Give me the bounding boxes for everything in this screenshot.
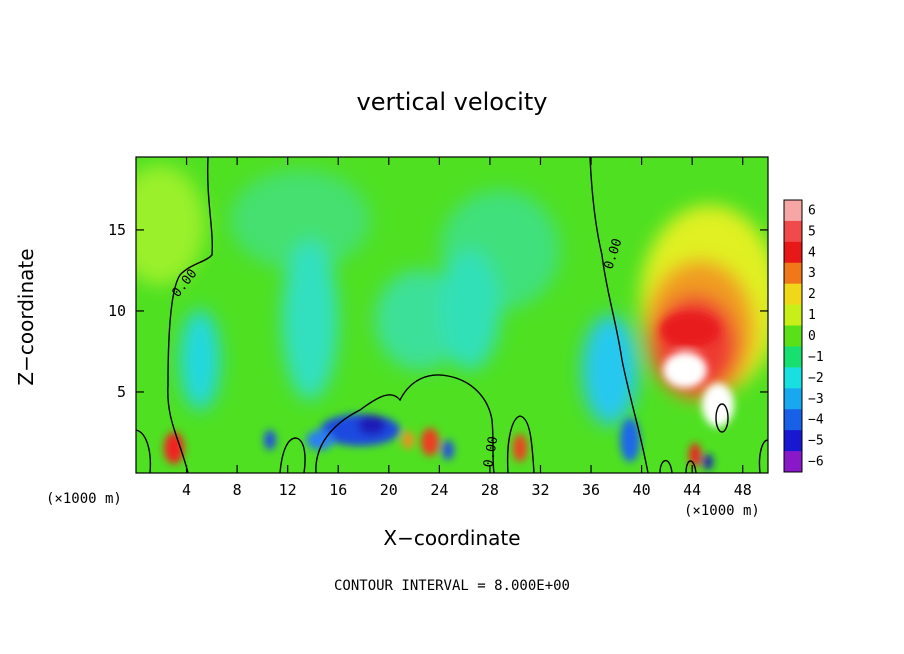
- colorbar-swatch: [784, 262, 802, 285]
- colorbar-label: −1: [808, 350, 824, 365]
- x-tick-label: 28: [481, 481, 499, 499]
- x-tick-label: 48: [734, 481, 752, 499]
- x-axis-ticks: 4 8 12 16 20 24 28 32 36 40 44 48: [182, 157, 752, 499]
- colorbar-swatch: [784, 388, 802, 410]
- x-axis-label: X−coordinate: [383, 526, 521, 550]
- chart-title: vertical velocity: [356, 88, 548, 116]
- colorbar-label: 4: [808, 245, 816, 260]
- colorbar-label: 3: [808, 266, 816, 281]
- x-tick-label: 20: [380, 481, 398, 499]
- colorbar-swatch: [784, 451, 802, 473]
- zero-contours: [136, 157, 768, 473]
- x-tick-label: 4: [182, 481, 191, 499]
- y-tick-label: 15: [108, 221, 126, 239]
- colorbar-label: 2: [808, 287, 816, 302]
- y-axis-label: Z−coordinate: [14, 248, 38, 386]
- colorbar-swatch: [784, 241, 802, 264]
- contour-interval-footer: CONTOUR INTERVAL = 8.000E+00: [333, 578, 570, 594]
- y-tick-label: 10: [108, 302, 126, 320]
- x-unit-right: (×1000 m): [684, 503, 760, 519]
- plot-frame: [135, 156, 769, 474]
- x-unit-left: (×1000 m): [46, 491, 122, 507]
- heatmap-field: [136, 157, 768, 473]
- x-tick-label: 36: [582, 481, 600, 499]
- y-tick-label: 5: [117, 383, 126, 401]
- x-tick-label: 40: [633, 481, 651, 499]
- colorbar-label: 0: [808, 329, 816, 344]
- colorbar-label: −5: [808, 434, 824, 449]
- colorbar-swatch: [784, 200, 802, 222]
- x-tick-label: 12: [279, 481, 297, 499]
- colorbar-swatch: [784, 430, 802, 452]
- colorbar-label: −2: [808, 371, 824, 386]
- colorbar-swatch: [784, 367, 802, 389]
- x-tick-label: 16: [329, 481, 347, 499]
- colorbar-label: 5: [808, 224, 816, 239]
- contour-label: 0.00: [481, 435, 501, 468]
- x-tick-label: 8: [233, 481, 242, 499]
- colorbar-label: −6: [808, 455, 824, 470]
- colorbar-swatch: [784, 346, 802, 368]
- colorbar-label: −3: [808, 392, 824, 407]
- colorbar-label: 1: [808, 308, 816, 323]
- colorbar-label: 6: [808, 203, 816, 218]
- x-tick-label: 32: [531, 481, 549, 499]
- colorbar: 6 5 4 3 2 1 0 −1 −2 −3 −4 −5 −6: [783, 199, 824, 473]
- colorbar-swatch: [784, 325, 802, 347]
- x-tick-label: 24: [430, 481, 448, 499]
- colorbar-frame: [783, 199, 803, 473]
- colorbar-label: −4: [808, 413, 824, 428]
- y-axis-ticks: 5 10 15: [108, 221, 768, 401]
- colorbar-swatch: [784, 283, 802, 306]
- x-tick-label: 44: [683, 481, 701, 499]
- colorbar-swatch: [784, 409, 802, 431]
- colorbar-swatch: [784, 220, 802, 243]
- colorbar-swatch: [784, 304, 802, 327]
